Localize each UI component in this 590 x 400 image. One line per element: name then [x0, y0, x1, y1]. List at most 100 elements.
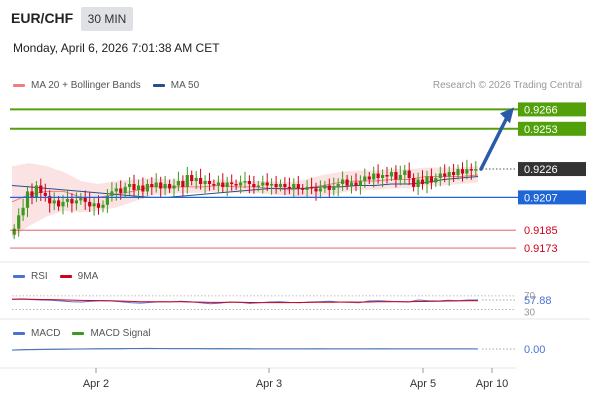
- candle-body: [145, 184, 149, 192]
- candle-body: [114, 188, 118, 192]
- pair-title: EUR/CHF: [11, 10, 74, 26]
- candle-body: [21, 207, 25, 216]
- candle-body: [199, 178, 203, 184]
- target-label: 0.9266: [524, 104, 558, 116]
- candle-body: [105, 195, 109, 205]
- candle-body: [394, 172, 398, 180]
- candle-body: [398, 175, 402, 180]
- candle-body: [389, 172, 394, 177]
- candle-body: [345, 179, 349, 186]
- candle-body: [412, 178, 416, 187]
- candle-body: [207, 181, 212, 184]
- candle-body: [128, 184, 132, 187]
- ma20-legend-label: MA 20 + Bollinger Bands: [31, 80, 141, 91]
- rsi-upper-label: 70: [524, 291, 536, 302]
- candle-body: [434, 178, 438, 183]
- candle-body: [372, 173, 376, 180]
- candle-body: [443, 173, 447, 177]
- candle-body: [181, 181, 185, 187]
- candle-body: [283, 184, 287, 187]
- candle-body: [92, 203, 96, 207]
- target-label: 0.9253: [524, 124, 558, 136]
- candle-body: [265, 182, 269, 186]
- candle-body: [261, 182, 265, 186]
- candle-body: [216, 182, 220, 186]
- rsi-ma-swatch: [59, 275, 72, 278]
- candle-body: [243, 181, 247, 183]
- candle-body: [101, 204, 105, 208]
- candle-body: [79, 197, 83, 201]
- candle-body: [176, 181, 180, 186]
- macd-signal-swatch: [72, 332, 85, 335]
- candle-body: [469, 169, 473, 171]
- candle-body: [12, 228, 16, 235]
- candle-body: [159, 182, 163, 189]
- candle-body: [301, 188, 305, 190]
- price-legend: MA 20 + Bollinger Bands MA 50: [13, 80, 199, 91]
- candle-body: [88, 201, 92, 207]
- candle-body: [43, 192, 47, 196]
- candle-body: [150, 184, 154, 187]
- candle-body: [239, 182, 243, 186]
- candle-body: [403, 170, 407, 175]
- candle-body: [123, 186, 127, 193]
- macd-swatch: [13, 332, 25, 335]
- candle-body: [168, 184, 172, 189]
- pivot-label: 0.9207: [524, 192, 558, 204]
- candle-body: [30, 191, 34, 198]
- candle-body: [465, 169, 469, 174]
- candle-body: [314, 188, 318, 192]
- pivot-tag: [518, 190, 586, 205]
- x-tick-label: Apr 10: [476, 378, 508, 390]
- candle-body: [278, 184, 283, 187]
- candle-body: [61, 201, 65, 207]
- candle-body: [221, 182, 225, 187]
- candle-body: [429, 176, 433, 183]
- candle-body: [39, 185, 43, 193]
- candle-body: [376, 173, 380, 178]
- candle-body: [336, 184, 340, 187]
- timestamp: Monday, April 6, 2026 7:01:38 AM CET: [13, 41, 220, 55]
- candle-body: [381, 175, 385, 178]
- rsi-lower-label: 30: [524, 308, 536, 319]
- candle-body: [416, 179, 420, 187]
- timeframe-button[interactable]: 30 MIN: [81, 7, 133, 31]
- candle-body: [141, 185, 145, 192]
- candle-body: [136, 185, 141, 190]
- candle-body: [70, 198, 74, 204]
- x-tick-label: Apr 5: [410, 378, 436, 390]
- candle-body: [57, 200, 61, 207]
- macd-legend: MACD MACD Signal: [13, 328, 150, 339]
- rsi-ma-line: [11, 298, 479, 304]
- candle-body: [456, 169, 460, 176]
- candle-body: [292, 184, 296, 189]
- candle-body: [65, 198, 70, 202]
- rsi-legend-label: RSI: [31, 271, 48, 282]
- candle-body: [332, 186, 336, 190]
- target-tag: [518, 121, 586, 136]
- candle-body: [247, 181, 251, 184]
- current-price-tag: [518, 162, 586, 177]
- candle-body: [327, 185, 331, 190]
- ma50-legend-label: MA 50: [170, 80, 200, 91]
- candle-body: [48, 195, 52, 204]
- candle-body: [256, 185, 260, 187]
- candle-body: [323, 185, 327, 189]
- candle-body: [420, 179, 425, 184]
- candle-body: [234, 184, 238, 186]
- candle-body: [425, 176, 429, 184]
- projection-arrow: [479, 113, 510, 171]
- rsi-legend: RSI 9MA: [13, 271, 98, 282]
- candle-body: [385, 175, 389, 177]
- research-credit: Research © 2026 Trading Central: [432, 80, 582, 91]
- candle-body: [119, 188, 123, 193]
- candle-body: [407, 170, 411, 178]
- candle-body: [132, 184, 136, 190]
- candle-body: [438, 173, 442, 178]
- candle-body: [287, 186, 291, 189]
- macd-current-label: 0.00: [524, 344, 545, 356]
- rsi-ma-legend-label: 9MA: [77, 271, 99, 282]
- candle-body: [17, 215, 21, 229]
- ma20-swatch: [13, 84, 25, 87]
